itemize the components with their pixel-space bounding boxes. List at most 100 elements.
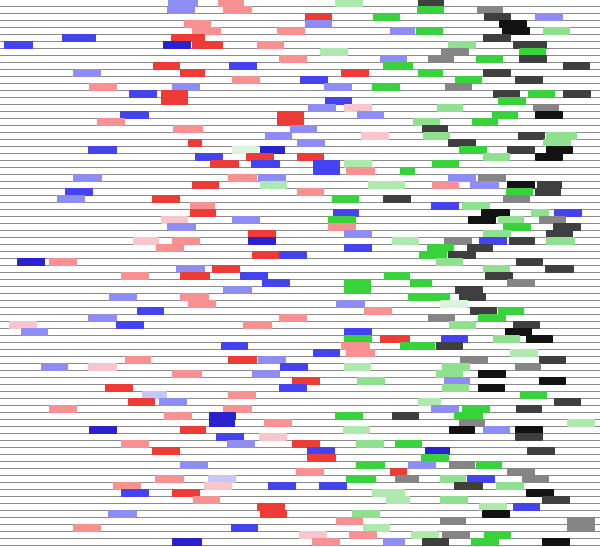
interval-bar: [277, 118, 304, 126]
interval-bar: [128, 398, 155, 406]
interval-bar: [313, 349, 340, 357]
interval-bar: [308, 104, 336, 112]
row-line: [0, 342, 600, 343]
row-line: [0, 279, 600, 280]
interval-bar: [260, 146, 285, 154]
row-line: [0, 300, 600, 301]
interval-bar: [442, 531, 470, 539]
interval-bar: [209, 419, 235, 427]
row-line: [0, 181, 600, 182]
interval-bar: [444, 377, 470, 385]
interval-bar: [479, 503, 507, 511]
row-line: [0, 230, 600, 231]
interval-bar: [546, 146, 573, 154]
row-line: [0, 97, 600, 98]
interval-bar: [383, 195, 411, 203]
interval-bar: [344, 104, 372, 112]
row-line: [0, 356, 600, 357]
row-line: [0, 349, 600, 350]
interval-bar: [476, 55, 503, 63]
interval-bar: [296, 468, 324, 476]
row-line: [0, 489, 600, 490]
interval-bar: [163, 41, 191, 49]
interval-bar: [553, 223, 581, 231]
interval-bar: [411, 531, 439, 539]
interval-bar: [467, 244, 493, 252]
interval-bar: [208, 475, 236, 483]
interval-bar: [328, 216, 356, 224]
interval-bar: [260, 181, 287, 189]
row-line: [0, 293, 600, 294]
interval-bar: [210, 160, 239, 168]
row-line: [0, 454, 600, 455]
interval-bar: [155, 475, 184, 483]
interval-bar: [243, 321, 272, 329]
interval-bar: [472, 118, 498, 126]
interval-bar: [299, 531, 327, 539]
interval-bar: [228, 391, 256, 399]
interval-bar: [153, 62, 180, 70]
interval-bar: [459, 146, 487, 154]
row-line: [0, 209, 600, 210]
interval-bar: [417, 6, 444, 14]
row-line: [0, 496, 600, 497]
interval-bar: [448, 139, 476, 147]
interval-bar: [352, 510, 380, 518]
interval-bar: [137, 307, 164, 315]
interval-bar: [499, 20, 527, 28]
interval-bar: [357, 377, 385, 385]
row-line: [0, 433, 600, 434]
interval-bar: [481, 209, 510, 217]
interval-bar: [259, 433, 287, 441]
interval-bar: [372, 489, 405, 497]
row-line: [0, 167, 600, 168]
interval-bar: [4, 41, 33, 49]
interval-bar: [516, 405, 542, 413]
interval-bar: [539, 216, 566, 224]
interval-bar: [173, 125, 203, 133]
interval-bar: [455, 76, 482, 84]
interval-bar: [172, 489, 200, 497]
interval-bar: [483, 265, 510, 273]
interval-bar: [277, 111, 304, 119]
interval-bar: [436, 370, 463, 378]
interval-bar: [507, 468, 535, 476]
interval-bar: [445, 83, 472, 91]
interval-bar: [279, 251, 307, 259]
interval-bar: [467, 475, 495, 483]
interval-bar: [449, 461, 475, 469]
interval-bar: [418, 398, 441, 406]
interval-bar: [168, 0, 198, 7]
interval-bar: [567, 524, 595, 532]
interval-bar: [319, 482, 347, 490]
interval-bar: [444, 237, 472, 245]
interval-bar: [260, 510, 287, 518]
interval-bar: [73, 524, 101, 532]
interval-bar: [97, 118, 125, 126]
row-line: [0, 398, 600, 399]
interval-bar: [507, 146, 535, 154]
interval-bar: [344, 230, 372, 238]
interval-bar: [507, 181, 535, 189]
interval-bar: [554, 209, 582, 217]
interval-bar: [57, 195, 85, 203]
interval-bar: [41, 363, 68, 371]
interval-bar: [297, 139, 325, 147]
interval-bar: [364, 307, 392, 315]
interval-bar: [232, 76, 260, 84]
interval-bar: [515, 433, 543, 441]
interval-bar: [335, 0, 363, 7]
interval-bar: [257, 41, 284, 49]
interval-bar: [161, 216, 188, 224]
interval-bar: [462, 202, 490, 210]
interval-bar: [515, 76, 543, 84]
row-line: [0, 237, 600, 238]
interval-bar: [180, 461, 208, 469]
interval-bar: [279, 55, 307, 63]
interval-bar: [436, 342, 463, 350]
row-line: [0, 286, 600, 287]
row-line: [0, 419, 600, 420]
row-line: [0, 426, 600, 427]
row-line: [0, 216, 600, 217]
interval-bar: [21, 328, 48, 336]
